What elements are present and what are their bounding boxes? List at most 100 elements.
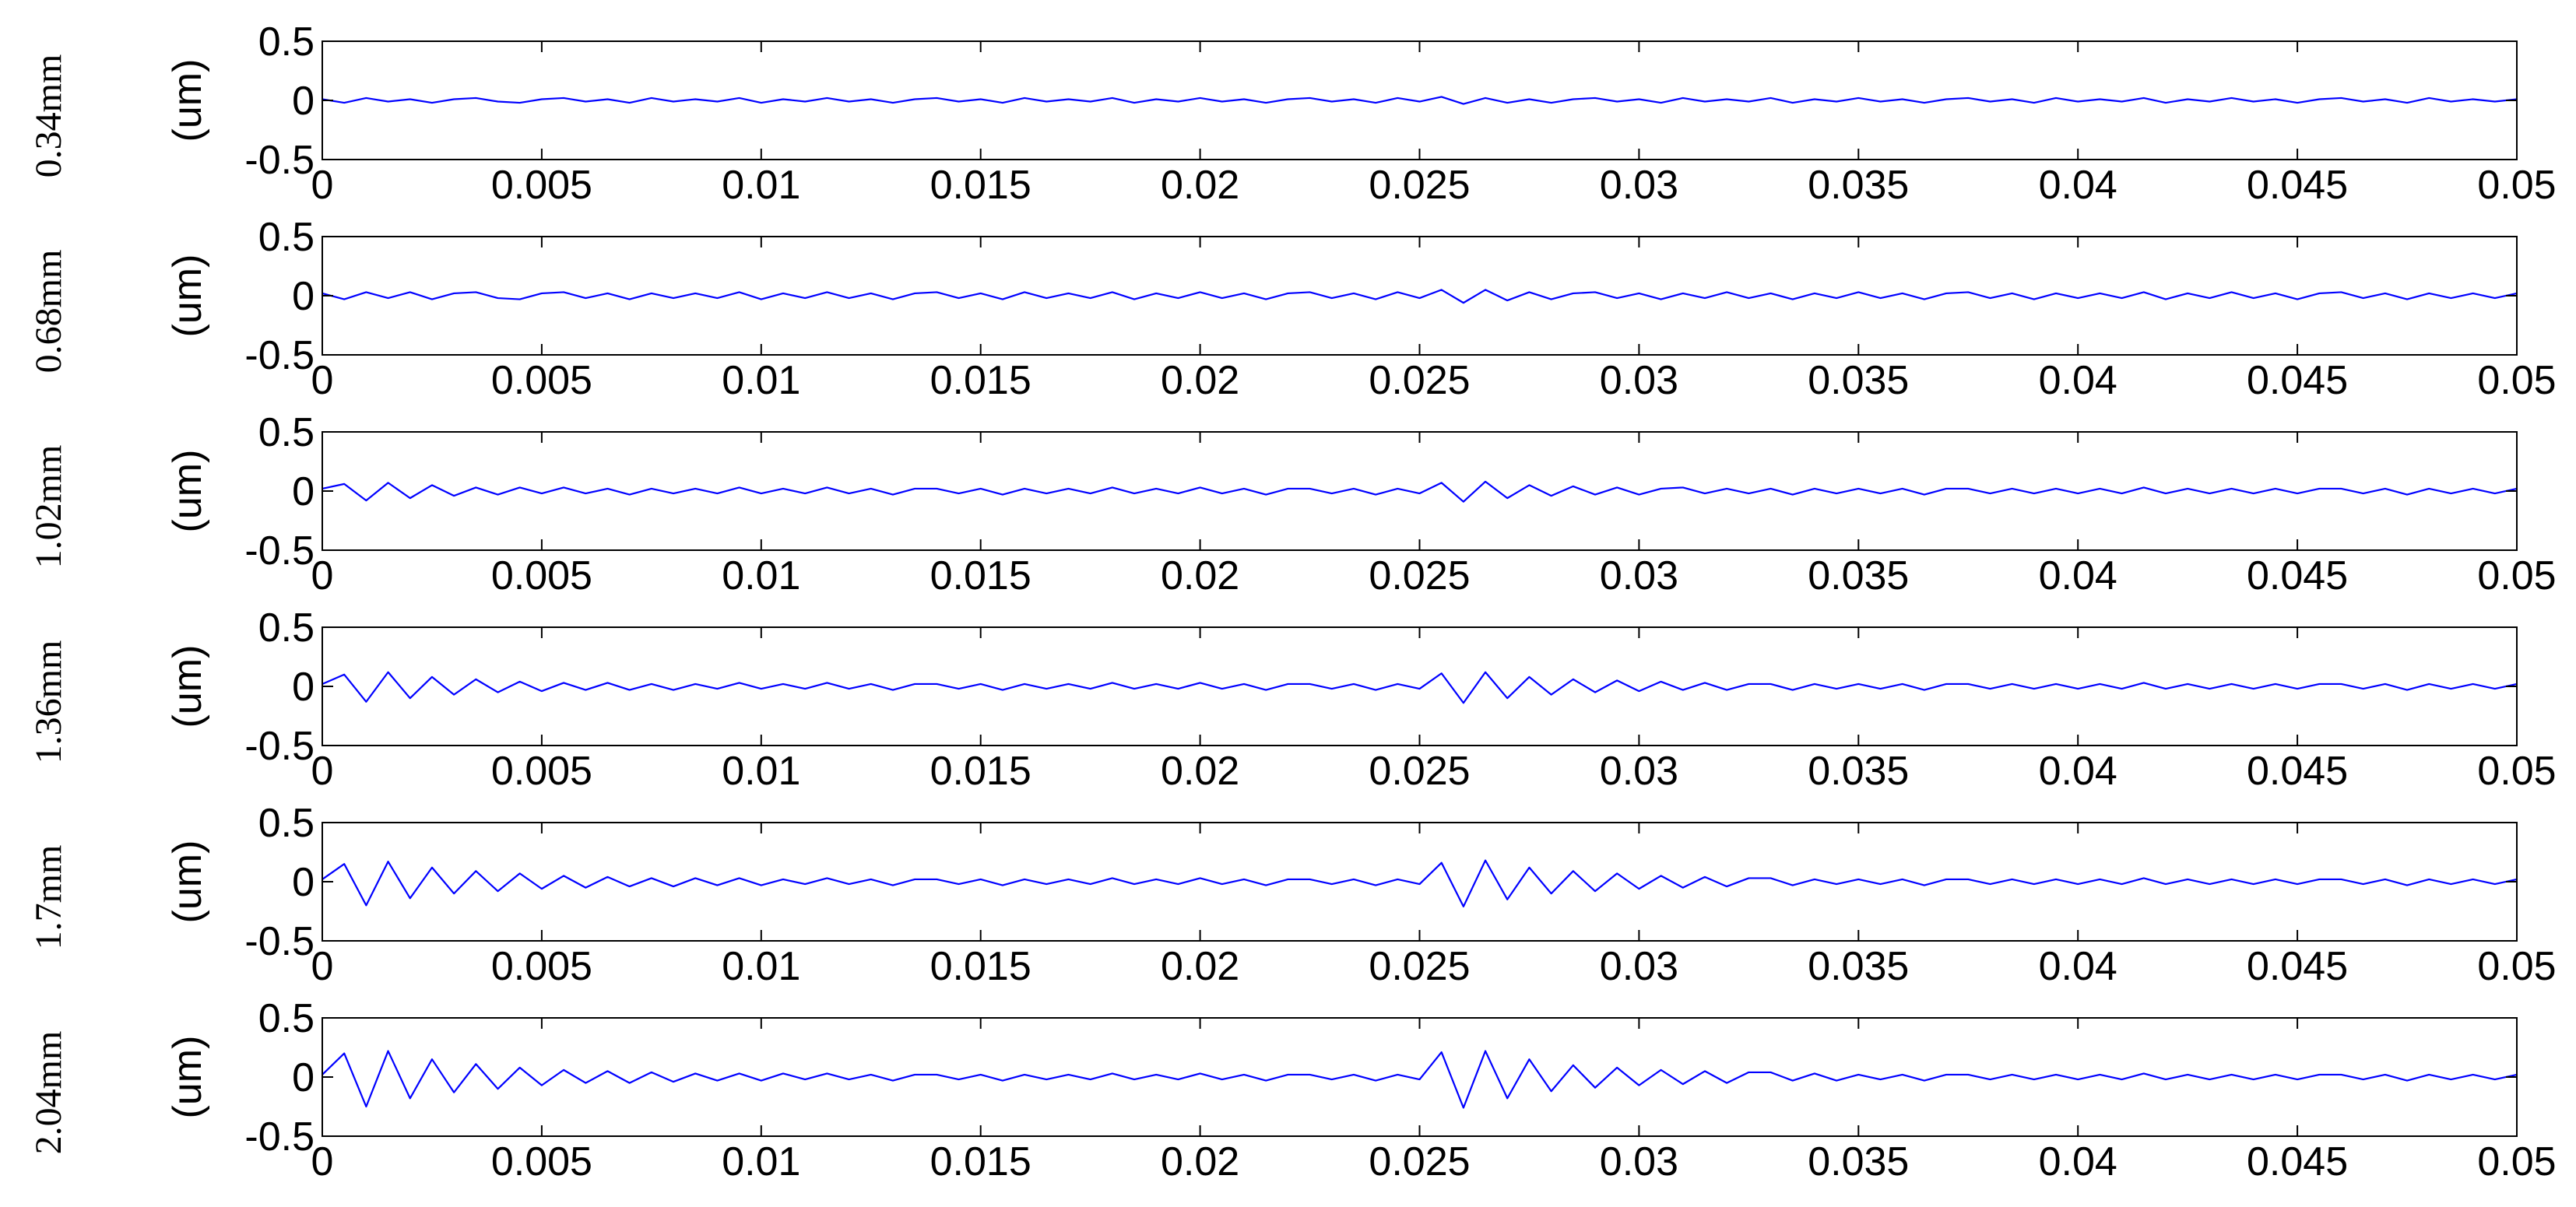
signal-line	[322, 96, 2518, 105]
plot-area	[322, 1018, 2517, 1136]
x-tick-label: 0.04	[2039, 1139, 2117, 1184]
x-tick-label: 0.01	[722, 553, 800, 598]
x-tick-label: 0.025	[1369, 1139, 1470, 1184]
x-tick-label: 0.02	[1161, 358, 1239, 403]
x-tick-label: 0.01	[722, 358, 800, 403]
y-tick-label: 0.5	[258, 996, 315, 1041]
x-tick-label: 0.045	[2247, 1139, 2348, 1184]
y-axis-label: (um)	[165, 840, 210, 924]
y-tick-label: 0	[292, 79, 315, 124]
x-tick-label: 0.015	[930, 358, 1031, 403]
x-tick-label: 0	[311, 749, 334, 794]
x-tick-label: 0.04	[2039, 358, 2117, 403]
y-tick-label: 0.5	[258, 801, 315, 846]
x-tick-label: 0.03	[1600, 749, 1678, 794]
y-axis-label: (um)	[165, 645, 210, 728]
x-tick-label: 0.05	[2477, 1139, 2556, 1184]
x-tick-label: 0.035	[1808, 163, 1909, 208]
x-tick-label: 0.04	[2039, 944, 2117, 989]
x-tick-label: 0.035	[1808, 553, 1909, 598]
y-tick-label: -0.5	[244, 138, 315, 183]
signal-line	[322, 1050, 2518, 1109]
x-tick-label: 0	[311, 944, 334, 989]
y-tick-label: 0	[292, 274, 315, 319]
side-label: 0.34mm	[28, 54, 69, 178]
x-tick-label: 0.035	[1808, 944, 1909, 989]
x-tick-label: 0.03	[1600, 944, 1678, 989]
x-tick-label: 0.045	[2247, 358, 2348, 403]
side-label: 1.36mm	[28, 640, 69, 764]
x-tick-label: 0.035	[1808, 358, 1909, 403]
x-tick-label: 0.005	[491, 358, 592, 403]
y-tick-label: 0.5	[258, 215, 315, 260]
x-tick-label: 0.035	[1808, 1139, 1909, 1184]
x-tick-label: 0.045	[2247, 944, 2348, 989]
x-tick-label: 0.05	[2477, 749, 2556, 794]
x-tick-label: 0.015	[930, 553, 1031, 598]
y-tick-label: -0.5	[244, 724, 315, 769]
y-tick-label: 0.5	[258, 19, 315, 65]
x-tick-label: 0	[311, 1139, 334, 1184]
x-tick-label: 0	[311, 553, 334, 598]
plot-area	[322, 41, 2517, 160]
y-tick-label: 0	[292, 1055, 315, 1100]
x-tick-label: 0.02	[1161, 1139, 1239, 1184]
side-label: 2.04mm	[28, 1031, 69, 1155]
side-label: 1.7mm	[28, 845, 69, 950]
signal-line	[322, 480, 2518, 503]
x-tick-label: 0.005	[491, 553, 592, 598]
x-tick-label: 0.005	[491, 944, 592, 989]
signal-line	[322, 289, 2518, 304]
x-tick-label: 0.005	[491, 163, 592, 208]
x-tick-label: 0.005	[491, 1139, 592, 1184]
y-axis-label: (um)	[165, 1036, 210, 1119]
x-tick-label: 0.015	[930, 944, 1031, 989]
y-tick-label: -0.5	[244, 1114, 315, 1160]
y-axis-label: (um)	[165, 254, 210, 338]
x-tick-label: 0.015	[930, 1139, 1031, 1184]
y-tick-label: 0	[292, 860, 315, 905]
x-tick-label: 0.045	[2247, 553, 2348, 598]
y-axis-label: (um)	[165, 59, 210, 142]
y-tick-label: -0.5	[244, 919, 315, 964]
x-tick-label: 0.05	[2477, 163, 2556, 208]
x-tick-label: 0.035	[1808, 749, 1909, 794]
x-tick-label: 0.025	[1369, 944, 1470, 989]
x-tick-label: 0.03	[1600, 553, 1678, 598]
y-tick-label: 0	[292, 665, 315, 710]
x-tick-label: 0.025	[1369, 749, 1470, 794]
side-label: 0.68mm	[28, 250, 69, 374]
x-tick-label: 0.02	[1161, 944, 1239, 989]
x-tick-label: 0.03	[1600, 358, 1678, 403]
x-tick-label: 0.025	[1369, 163, 1470, 208]
signal-line	[322, 671, 2518, 704]
x-tick-label: 0.02	[1161, 749, 1239, 794]
x-tick-label: 0.025	[1369, 358, 1470, 403]
x-tick-label: 0.04	[2039, 749, 2117, 794]
plot-area	[322, 432, 2517, 550]
x-tick-label: 0.01	[722, 944, 800, 989]
plot-area	[322, 627, 2517, 746]
x-tick-label: 0.01	[722, 163, 800, 208]
x-tick-label: 0.04	[2039, 163, 2117, 208]
x-tick-label: 0.015	[930, 749, 1031, 794]
signal-line	[322, 859, 2518, 908]
side-label: 1.02mm	[28, 445, 69, 569]
x-tick-label: 0.05	[2477, 944, 2556, 989]
x-tick-label: 0.01	[722, 749, 800, 794]
x-tick-label: 0.02	[1161, 163, 1239, 208]
x-tick-label: 0.045	[2247, 163, 2348, 208]
x-tick-label: 0.015	[930, 163, 1031, 208]
x-tick-label: 0.01	[722, 1139, 800, 1184]
plot-area	[322, 237, 2517, 355]
x-tick-label: 0	[311, 358, 334, 403]
plot-area	[322, 823, 2517, 941]
x-tick-label: 0.04	[2039, 553, 2117, 598]
x-tick-label: 0.045	[2247, 749, 2348, 794]
y-tick-label: -0.5	[244, 528, 315, 574]
y-tick-label: 0.5	[258, 605, 315, 651]
x-tick-label: 0.02	[1161, 553, 1239, 598]
y-tick-label: 0.5	[258, 410, 315, 455]
